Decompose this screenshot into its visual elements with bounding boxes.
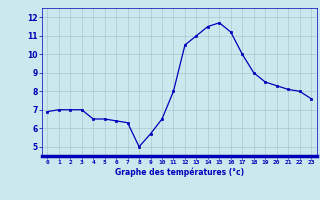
X-axis label: Graphe des températures (°c): Graphe des températures (°c) [115,168,244,177]
